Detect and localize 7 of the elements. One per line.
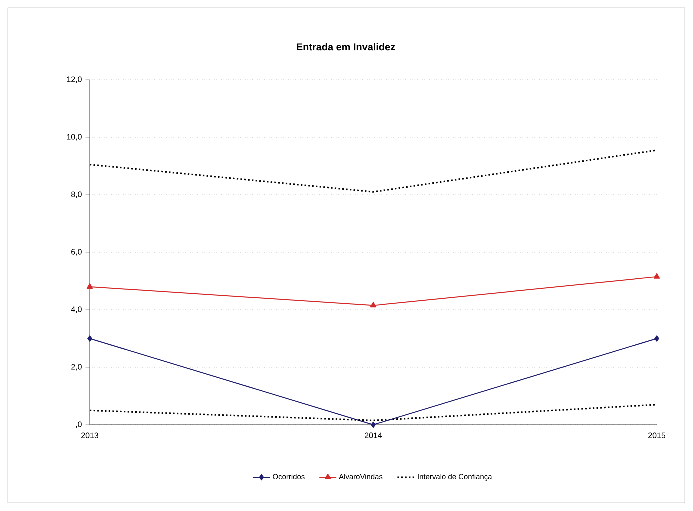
point <box>88 336 92 342</box>
point <box>371 422 376 428</box>
chart-title: Entrada em Invalidez <box>297 43 396 51</box>
point <box>370 302 377 308</box>
point <box>654 273 660 279</box>
point <box>654 336 660 342</box>
point <box>86 284 94 289</box>
